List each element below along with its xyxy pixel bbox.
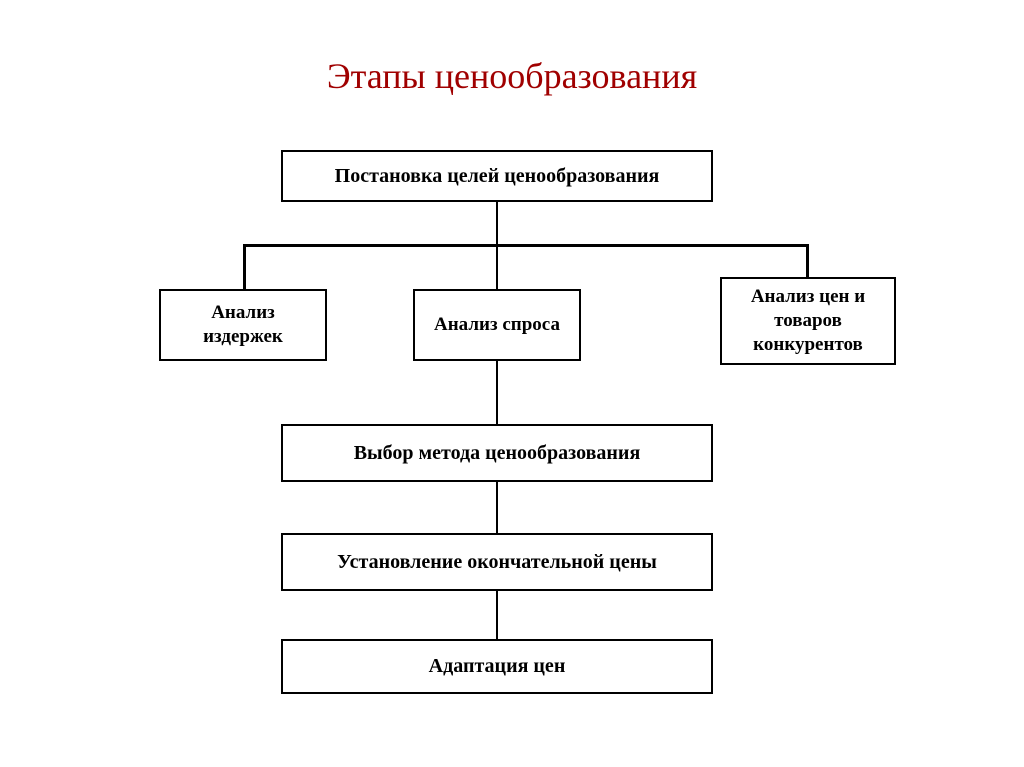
connector-line <box>496 591 499 639</box>
node-label: Постановка целей ценообразования <box>335 164 660 189</box>
connector-line <box>496 482 499 533</box>
node-label: Установление окончательной цены <box>337 550 657 575</box>
connector-line <box>496 202 499 246</box>
node-label: Выбор метода ценообразования <box>354 441 641 466</box>
connector-line <box>243 244 808 247</box>
flowchart-node-demand-analysis: Анализ спроса <box>413 289 581 361</box>
flowchart-node-final-price: Установление окончательной цены <box>281 533 713 591</box>
flowchart-node-costs-analysis: Анализ издержек <box>159 289 327 361</box>
node-label: Адаптация цен <box>429 654 566 679</box>
flowchart-node-competitor-analysis: Анализ цен и товаров конкурентов <box>720 277 896 365</box>
page-title: Этапы ценообразования <box>0 55 1024 97</box>
node-label: Анализ издержек <box>169 301 317 349</box>
connector-line <box>496 244 499 289</box>
flowchart-node-method-choice: Выбор метода ценообразования <box>281 424 713 482</box>
node-label: Анализ цен и товаров конкурентов <box>730 285 886 356</box>
node-label: Анализ спроса <box>434 313 560 337</box>
flowchart-node-goals: Постановка целей ценообразования <box>281 150 713 202</box>
flowchart-node-price-adaptation: Адаптация цен <box>281 639 713 694</box>
connector-line <box>496 361 499 424</box>
connector-line <box>243 244 246 289</box>
connector-line <box>806 244 809 277</box>
